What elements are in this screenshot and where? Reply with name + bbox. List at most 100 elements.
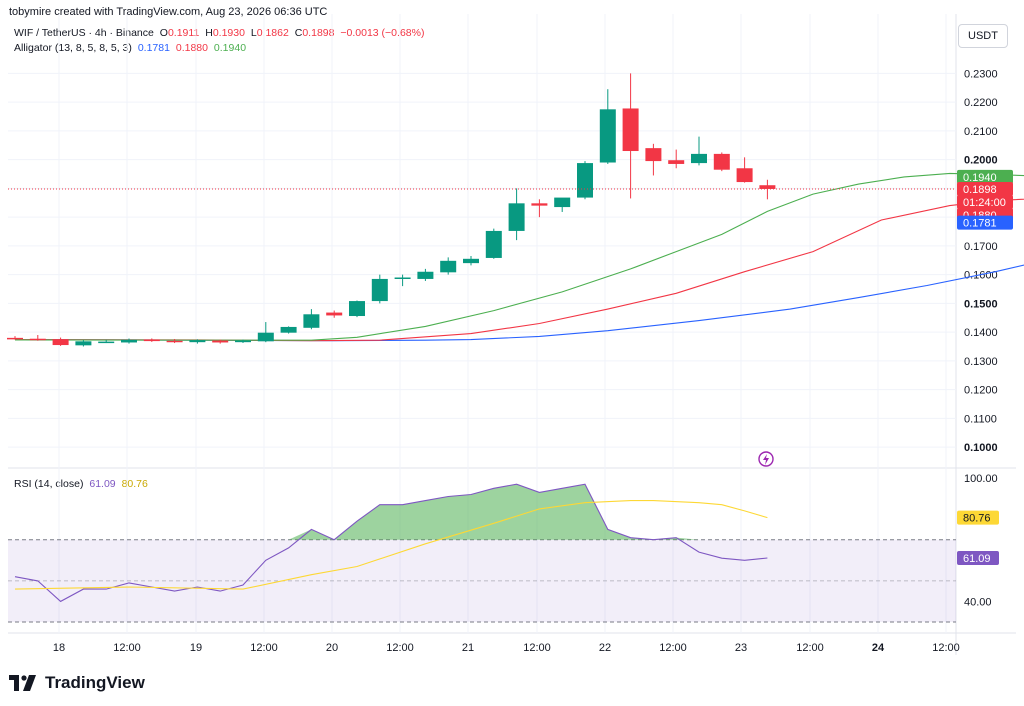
candle-body [417,271,434,279]
price-tick-label: 0.1200 [964,385,998,397]
countdown-price-label-bg [957,194,1013,209]
close-label: C [294,27,303,39]
candle-body [508,203,525,231]
rsi-tick-label: 100.00 [964,473,998,485]
time-tick-label: 12:00 [386,642,414,654]
symbol-label[interactable]: WIF / TetherUS · 4h · Binance [14,27,154,39]
candle-body [577,163,593,198]
candle-body [52,339,69,346]
currency-button[interactable]: USDT [958,24,1008,48]
rsi-value: 61.09 [89,478,116,490]
candle-body [303,314,320,328]
jaw-line [14,264,1024,342]
rsi-ma-axis-label-bg [957,510,999,525]
change-value: −0.0013 (−0.68%) [340,27,425,39]
open-value: 0.1911 [167,27,200,39]
high-label: H [205,27,213,39]
candle-body [554,197,571,208]
price-tick-label: 0.1400 [964,327,998,339]
candle-body [736,168,753,183]
candle-body [349,301,365,317]
last-price-label-bg [957,181,1013,196]
price-tick-label: 0.2100 [964,126,998,138]
time-tick-label: 12:00 [932,642,960,654]
candle-body [280,326,297,333]
lips-line [14,172,1024,341]
low-value: 0.1862 [256,27,289,39]
candle-body [691,153,707,164]
candle-body [121,339,137,343]
rsi-legend: RSI (14, close) 61.09 80.76 [14,478,151,490]
jaw-value: 0.1781 [137,42,170,54]
last-price-label: 0.1898 [963,184,997,196]
candle-body [212,340,229,343]
time-tick-label: 21 [462,642,474,654]
lightning-icon [758,451,774,467]
rsi-label[interactable]: RSI (14, close) [14,478,84,490]
time-tick-label: 12:00 [659,642,687,654]
candle-body [440,260,457,273]
price-tick-label: 0.1600 [964,270,998,282]
candle-body [599,109,616,163]
price-tick-label: 0.1700 [964,241,998,253]
alligator-legend: Alligator (13, 8, 5, 8, 5, 3) 0.1781 0.1… [14,42,249,54]
time-tick-label: 12:00 [113,642,141,654]
price-tick-label: 0.1100 [964,413,997,425]
candle-body [326,312,343,316]
lips-value: 0.1940 [213,42,247,54]
rsi-ma-axis-label: 80.76 [963,513,991,525]
price-tick-label: 0.2200 [964,97,998,109]
time-tick-label: 20 [326,642,338,654]
alligator-label[interactable]: Alligator (13, 8, 5, 8, 5, 3) [14,42,132,54]
candle-body [143,339,160,342]
candle-body [235,340,251,343]
candle-body [668,160,685,164]
rsi-band-background [8,539,956,622]
time-tick-label: 12:00 [523,642,551,654]
candle-body [759,185,776,189]
tradingview-logo-icon [9,675,36,691]
candle-body [257,332,274,342]
price-tick-label: 0.1000 [964,442,998,454]
candle-body [463,258,479,264]
jaw-price-label: 0.1781 [963,218,997,230]
chart-header: tobymire created with TradingView.com, A… [9,6,328,18]
countdown-price-label: 01:24:00 [963,197,1006,209]
time-tick-label: 12:00 [796,642,824,654]
rsi-axis-label: 61.09 [963,553,991,565]
brand-name: TradingView [45,673,145,692]
teeth-line [14,198,1024,342]
time-tick-label: 18 [53,642,65,654]
time-tick-label: 12:00 [250,642,278,654]
low-label: L [250,27,257,39]
time-tick-label: 22 [599,642,611,654]
rsi-overbought-fill [288,484,699,540]
close-value: 0.1898 [302,27,335,39]
rsi-ma-value: 80.76 [121,478,148,490]
price-legend: WIF / TetherUS · 4h · Binance O0.1911 H 0… [14,27,427,39]
lightning-icon-bolt [763,454,769,465]
candle-body [29,338,46,341]
time-tick-label: 23 [735,642,747,654]
lips-price-label-bg [957,169,1013,184]
price-tick-label: 0.2300 [964,68,998,80]
candle-body [166,340,183,343]
price-tick-label: 0.1500 [964,298,998,310]
rsi-tick-label: 40.00 [964,596,992,608]
candle-body [75,341,92,346]
time-tick-label: 19 [190,642,202,654]
candle-body [485,230,502,258]
rsi-line [14,483,768,603]
candle-body [622,108,639,152]
rsi_ma-line [14,500,768,590]
time-tick-label: 24 [872,642,885,654]
candle-body [189,340,206,343]
candle-body [7,337,23,340]
price-tick-label: 0.2000 [964,155,998,167]
brand-logo: TradingView [9,673,145,693]
open-label: O [159,27,168,39]
candle-body [371,278,388,302]
candle-body [394,277,411,279]
price-tick-label: 0.1300 [964,356,998,368]
